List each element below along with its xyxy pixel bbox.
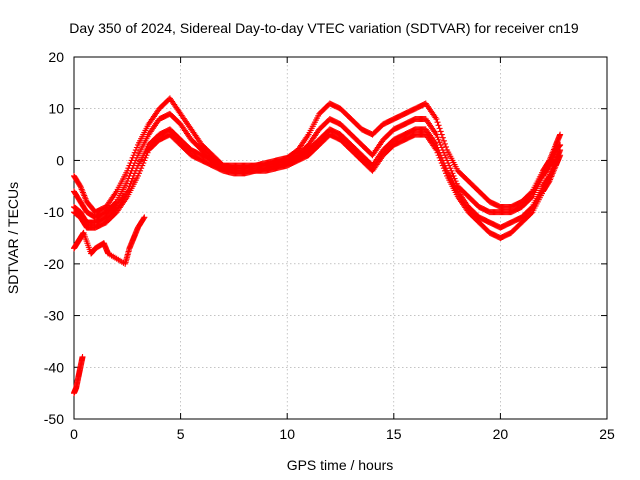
- x-tick-label: 10: [279, 426, 295, 442]
- data-point-s1: [133, 144, 140, 151]
- data-point-s4: [436, 154, 443, 161]
- data-point-s4: [438, 160, 445, 167]
- y-tick-label: 10: [48, 101, 64, 117]
- data-point-s4: [434, 149, 441, 156]
- data-point-s4: [139, 162, 146, 169]
- data-point-s2: [450, 172, 457, 179]
- data-point-s5: [140, 215, 147, 222]
- data-point-s4: [443, 170, 450, 177]
- data-point-s1: [435, 122, 442, 129]
- plot-frame: [73, 56, 608, 420]
- data-point-s4: [433, 147, 440, 154]
- data-point-s4: [437, 157, 444, 164]
- data-point-s1: [433, 116, 440, 123]
- data-point-s2: [435, 136, 442, 143]
- data-point-s4: [144, 149, 151, 156]
- data-point-s2: [434, 134, 441, 141]
- y-axis-label: SDTVAR / TECUs: [5, 182, 21, 294]
- y-axis-ticks: -50 -40 -30 -20 -10 0 10 20: [44, 49, 607, 427]
- y-tick-label: -50: [44, 411, 64, 427]
- x-tick-label: 25: [599, 426, 615, 442]
- data-point-s5: [141, 214, 148, 221]
- data-point-s1: [440, 137, 447, 144]
- data-point-s4: [440, 165, 447, 172]
- data-point-s4: [142, 154, 149, 161]
- data-point-s1: [557, 131, 564, 138]
- grid-lines: [74, 57, 607, 419]
- data-point-s1: [437, 128, 444, 135]
- y-tick-label: -10: [44, 204, 64, 220]
- data-point-s4: [141, 157, 148, 164]
- data-point-s1: [132, 147, 139, 154]
- data-point-s4: [439, 162, 446, 169]
- x-axis-label: GPS time / hours: [287, 457, 394, 473]
- y-tick-label: 0: [56, 152, 64, 168]
- data-point-s1: [436, 125, 443, 132]
- data-point-s4: [143, 152, 150, 159]
- data-point-s4: [137, 167, 144, 174]
- data-point-s1: [76, 182, 83, 189]
- data-point-s3: [128, 178, 135, 185]
- data-point-s2: [557, 141, 564, 148]
- data-point-s4: [134, 172, 141, 179]
- data-point-s4: [545, 179, 552, 186]
- data-point-s4: [441, 167, 448, 174]
- data-point-s6: [79, 353, 86, 360]
- data-point-s4: [528, 210, 535, 217]
- data-point-s4: [138, 165, 145, 172]
- x-tick-label: 15: [386, 426, 402, 442]
- data-point-s2: [528, 194, 535, 201]
- data-point-s1: [438, 131, 445, 138]
- data-point-s2: [133, 154, 140, 161]
- data-points: [71, 95, 564, 397]
- x-tick-label: 0: [70, 426, 78, 442]
- data-point-s3: [557, 147, 564, 154]
- data-point-s1: [439, 134, 446, 141]
- data-point-s4: [136, 170, 143, 177]
- data-point-s4: [557, 152, 564, 159]
- x-tick-label: 5: [177, 426, 185, 442]
- x-axis-ticks: 0 5 10 15 20 25: [70, 57, 615, 442]
- data-point-s2: [132, 157, 139, 164]
- y-tick-label: -30: [44, 308, 64, 324]
- data-point-s2: [436, 139, 443, 146]
- y-tick-label: -40: [44, 359, 64, 375]
- y-tick-label: 20: [48, 49, 64, 65]
- data-point-s4: [140, 160, 147, 167]
- y-tick-label: -20: [44, 256, 64, 272]
- chart-title: Day 350 of 2024, Sidereal Day-to-day VTE…: [69, 20, 579, 36]
- data-point-s4: [435, 152, 442, 159]
- data-point-s1: [434, 119, 441, 126]
- data-point-s1: [441, 140, 448, 147]
- x-tick-label: 20: [493, 426, 509, 442]
- data-point-s2: [433, 131, 440, 138]
